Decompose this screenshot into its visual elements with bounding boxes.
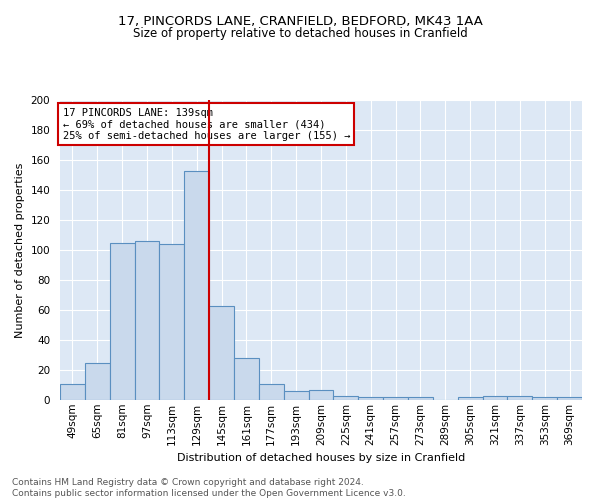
Bar — [482, 396, 508, 400]
Text: Size of property relative to detached houses in Cranfield: Size of property relative to detached ho… — [133, 28, 467, 40]
Bar — [334, 396, 358, 400]
Bar — [508, 396, 532, 400]
Bar — [60, 384, 85, 400]
Bar — [458, 397, 482, 400]
Text: 17 PINCORDS LANE: 139sqm
← 69% of detached houses are smaller (434)
25% of semi-: 17 PINCORDS LANE: 139sqm ← 69% of detach… — [62, 108, 350, 140]
Bar — [234, 358, 259, 400]
Bar — [284, 391, 308, 400]
Bar — [408, 397, 433, 400]
Text: 17, PINCORDS LANE, CRANFIELD, BEDFORD, MK43 1AA: 17, PINCORDS LANE, CRANFIELD, BEDFORD, M… — [118, 15, 482, 28]
Bar — [358, 397, 383, 400]
Bar — [383, 397, 408, 400]
Bar — [532, 397, 557, 400]
Bar — [259, 384, 284, 400]
Bar — [209, 306, 234, 400]
Text: Contains HM Land Registry data © Crown copyright and database right 2024.
Contai: Contains HM Land Registry data © Crown c… — [12, 478, 406, 498]
Bar — [110, 242, 134, 400]
Bar — [85, 362, 110, 400]
Bar — [184, 170, 209, 400]
X-axis label: Distribution of detached houses by size in Cranfield: Distribution of detached houses by size … — [177, 453, 465, 463]
Y-axis label: Number of detached properties: Number of detached properties — [15, 162, 25, 338]
Bar — [160, 244, 184, 400]
Bar — [557, 397, 582, 400]
Bar — [308, 390, 334, 400]
Bar — [134, 241, 160, 400]
